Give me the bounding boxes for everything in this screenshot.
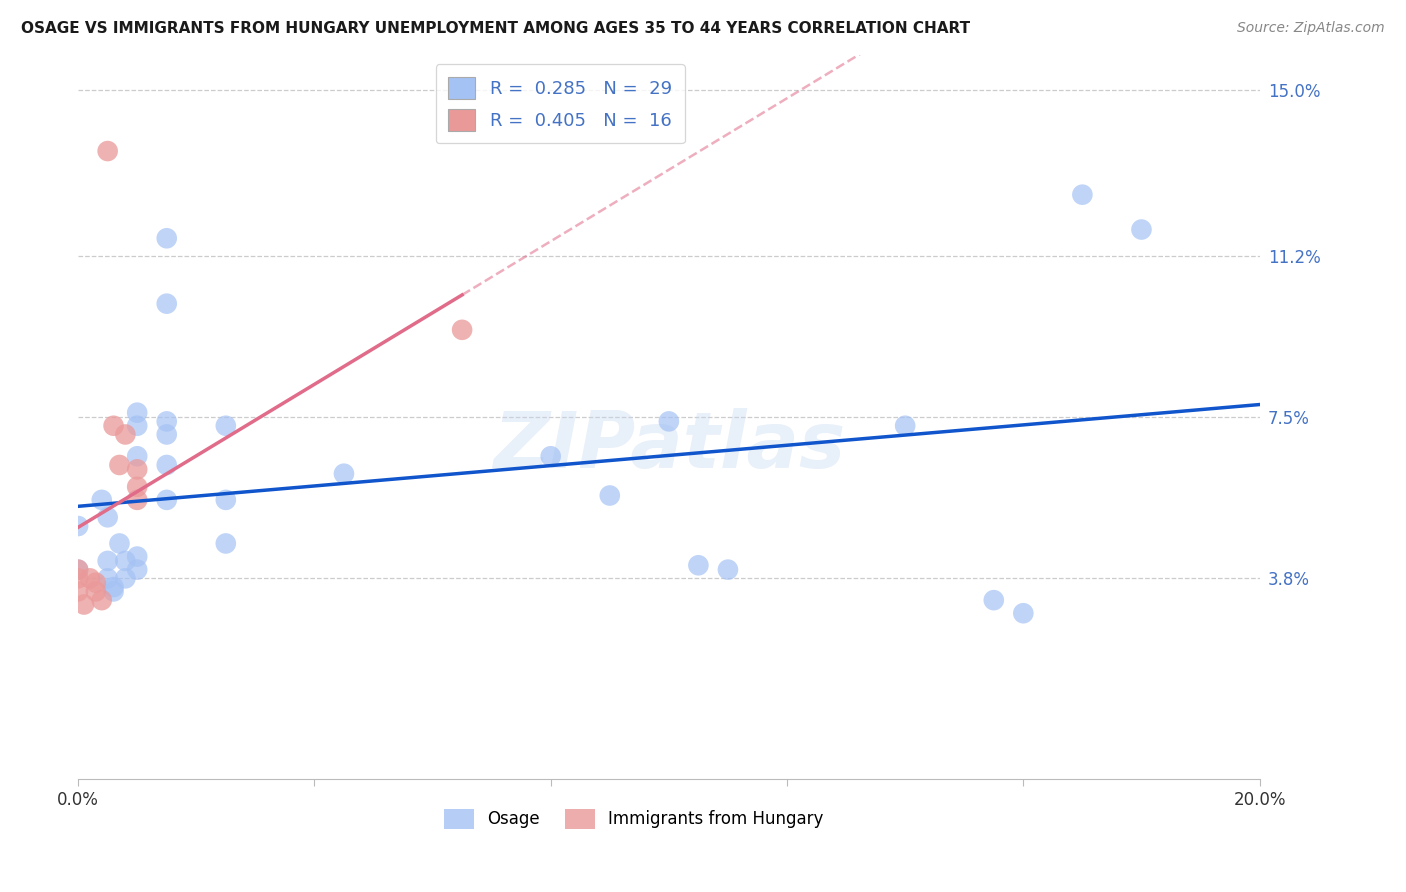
Point [114, 554, 136, 568]
Point [67, 563, 90, 577]
Point [103, 584, 125, 599]
Point [156, 427, 179, 442]
Point [108, 536, 131, 550]
Point [103, 580, 125, 594]
Point [599, 489, 621, 503]
Point [90, 492, 112, 507]
Text: OSAGE VS IMMIGRANTS FROM HUNGARY UNEMPLOYMENT AMONG AGES 35 TO 44 YEARS CORRELAT: OSAGE VS IMMIGRANTS FROM HUNGARY UNEMPLO… [21, 21, 970, 36]
Point [67, 584, 90, 599]
Point [97, 554, 120, 568]
Point [540, 450, 562, 464]
Point [67, 563, 90, 577]
Text: Source: ZipAtlas.com: Source: ZipAtlas.com [1237, 21, 1385, 35]
Point [127, 563, 149, 577]
Point [67, 519, 90, 533]
Point [1071, 187, 1094, 202]
Point [451, 323, 474, 337]
Legend: Osage, Immigrants from Hungary: Osage, Immigrants from Hungary [437, 802, 830, 836]
Point [79, 571, 101, 585]
Point [127, 549, 149, 564]
Point [97, 144, 120, 158]
Point [127, 462, 149, 476]
Point [215, 418, 238, 433]
Point [983, 593, 1005, 607]
Point [127, 480, 149, 494]
Point [1130, 222, 1153, 236]
Point [114, 427, 136, 442]
Point [103, 418, 125, 433]
Point [127, 406, 149, 420]
Point [90, 593, 112, 607]
Point [127, 492, 149, 507]
Point [97, 571, 120, 585]
Point [717, 563, 740, 577]
Point [84, 575, 107, 590]
Point [156, 231, 179, 245]
Point [127, 450, 149, 464]
Point [156, 296, 179, 310]
Point [127, 418, 149, 433]
Point [215, 492, 238, 507]
Point [333, 467, 356, 481]
Point [67, 571, 90, 585]
Point [114, 571, 136, 585]
Point [894, 418, 917, 433]
Point [156, 458, 179, 472]
Point [73, 598, 96, 612]
Point [658, 414, 681, 428]
Point [156, 492, 179, 507]
Point [108, 458, 131, 472]
Point [156, 414, 179, 428]
Point [1012, 606, 1035, 620]
Point [688, 558, 710, 573]
Text: ZIPatlas: ZIPatlas [492, 408, 845, 484]
Point [97, 510, 120, 524]
Point [84, 584, 107, 599]
Point [215, 536, 238, 550]
